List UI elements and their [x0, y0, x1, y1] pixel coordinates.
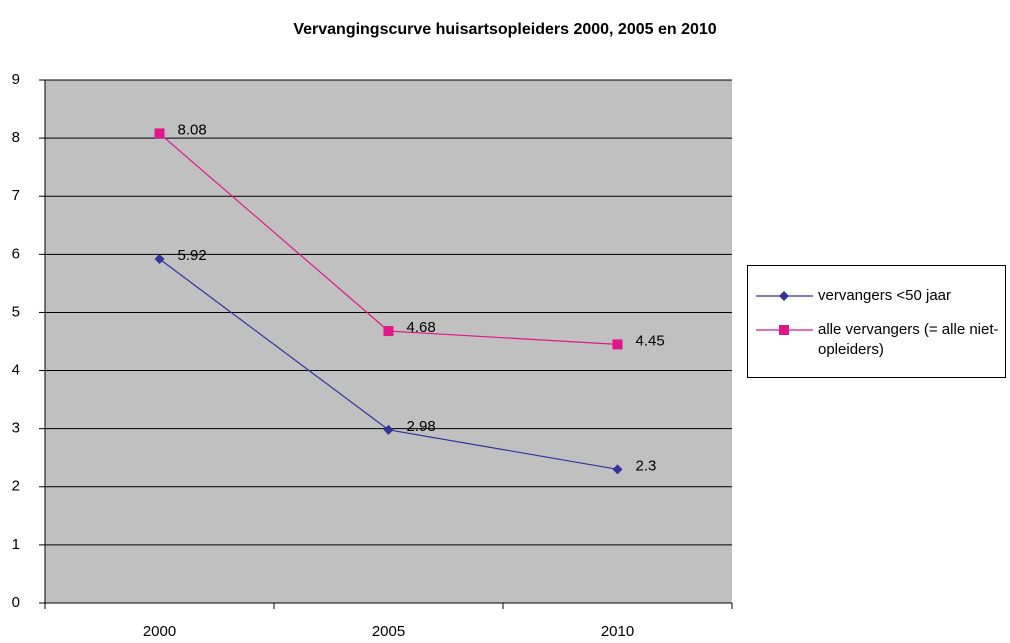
y-tick-label: 0	[12, 594, 20, 611]
data-label: 2.3	[636, 457, 657, 474]
legend-label: alle vervangers (= alle niet-opleiders)	[818, 321, 999, 358]
plot-area	[45, 80, 732, 603]
chart-title: Vervangingscurve huisartsopleiders 2000,…	[293, 21, 716, 38]
marker	[383, 424, 394, 435]
legend-swatch	[756, 325, 813, 335]
marker	[154, 128, 165, 139]
x-tick-label: 2005	[372, 623, 405, 640]
x-tick-label: 2000	[143, 623, 176, 640]
legend-label: vervangers <50 jaar	[818, 287, 951, 304]
data-label: 4.45	[636, 332, 665, 349]
data-label: 8.08	[178, 121, 207, 138]
x-tick-label: 2010	[601, 623, 634, 640]
y-tick-label: 7	[12, 187, 20, 204]
legend-item: alle vervangers (= alle niet-opleiders)	[748, 320, 1005, 360]
y-tick-label: 9	[12, 71, 20, 88]
marker	[154, 253, 165, 264]
marker	[383, 326, 394, 337]
y-tick-label: 5	[12, 303, 20, 320]
y-tick-label: 8	[12, 129, 20, 146]
y-tick-label: 2	[12, 478, 20, 495]
y-tick-label: 3	[12, 420, 20, 437]
y-tick-label: 1	[12, 536, 20, 553]
marker	[612, 339, 623, 350]
marker	[612, 464, 623, 475]
legend-marker	[779, 325, 789, 335]
legend-swatch	[756, 291, 813, 301]
legend: vervangers <50 jaar alle vervangers (= al…	[747, 265, 1006, 378]
data-label: 5.92	[178, 247, 207, 264]
legend-item: vervangers <50 jaar	[748, 286, 1005, 306]
y-tick-label: 6	[12, 245, 20, 262]
data-label: 2.98	[407, 418, 436, 435]
legend-marker	[779, 291, 789, 301]
y-tick-label: 4	[12, 362, 20, 379]
data-label: 4.68	[407, 319, 436, 336]
